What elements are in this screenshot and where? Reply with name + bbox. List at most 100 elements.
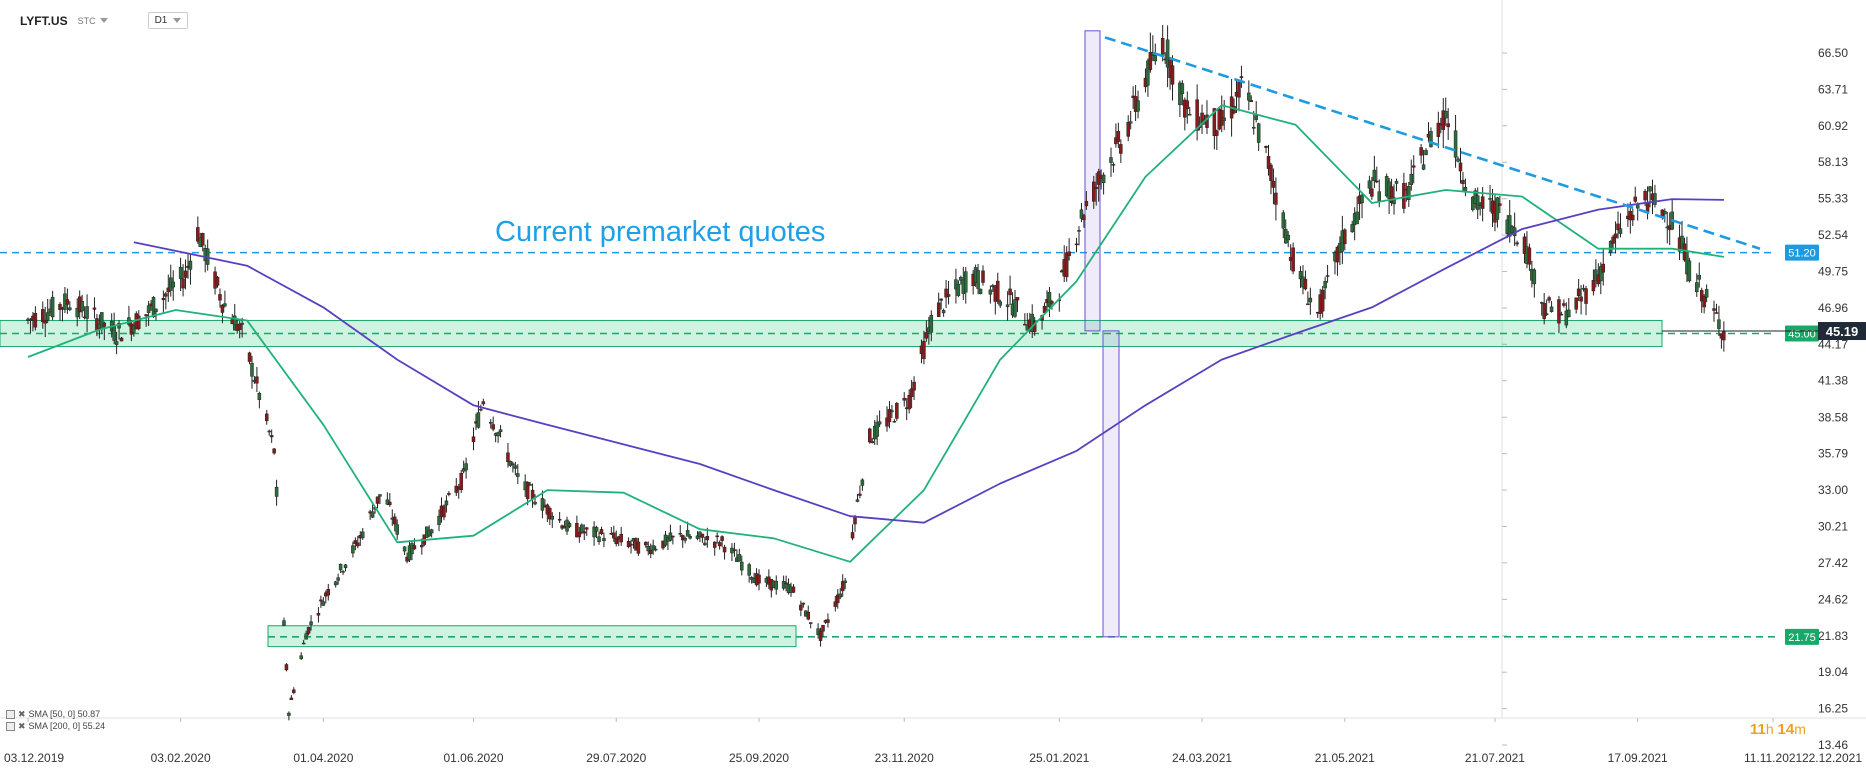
- instrument-type[interactable]: STC: [78, 16, 108, 26]
- candle: [1461, 171, 1465, 192]
- candle-body: [1653, 193, 1657, 205]
- close-icon[interactable]: ✖: [18, 721, 26, 731]
- candle-body: [1456, 158, 1460, 162]
- candle-body: [1498, 203, 1502, 206]
- candle-body: [548, 507, 552, 520]
- candle: [597, 531, 601, 545]
- candle-body: [58, 304, 62, 310]
- candle-body: [1360, 194, 1364, 204]
- candle: [464, 457, 468, 479]
- candle-body: [223, 303, 227, 307]
- candle: [164, 291, 168, 310]
- candle-body: [1549, 306, 1554, 313]
- candle: [890, 404, 894, 418]
- candle: [929, 310, 934, 342]
- candle-body: [833, 601, 838, 607]
- candle-body: [151, 297, 156, 318]
- countdown-hours: 11: [1750, 721, 1766, 738]
- candle-body: [636, 541, 641, 554]
- legend-sma50[interactable]: ✖ SMA [50, 0] 50.87: [6, 708, 105, 720]
- candle-body: [525, 481, 530, 500]
- x-tick-label: 21.07.2021: [1465, 751, 1525, 765]
- candle-body: [257, 392, 262, 400]
- candle-body: [653, 548, 658, 551]
- candle: [85, 294, 89, 333]
- candle-body: [1699, 290, 1704, 302]
- x-tick-label: 25.01.2021: [1029, 751, 1089, 765]
- candle: [1057, 293, 1062, 312]
- candle-body: [338, 563, 343, 571]
- candle: [1212, 107, 1217, 150]
- candle-body: [612, 532, 616, 539]
- candle: [533, 494, 537, 506]
- candle-body: [343, 564, 348, 569]
- candle-body: [1077, 230, 1081, 232]
- y-tick-label: 35.79: [1818, 447, 1848, 461]
- candle: [1488, 185, 1492, 212]
- candle: [1136, 90, 1140, 119]
- candle: [392, 513, 397, 532]
- candle-body: [1539, 302, 1544, 304]
- candle-body: [976, 270, 980, 289]
- candle-body: [321, 601, 326, 606]
- settings-icon[interactable]: [6, 709, 15, 719]
- x-tick-label: 25.09.2020: [729, 751, 789, 765]
- candle: [774, 575, 778, 595]
- symbol-label[interactable]: LYFT.US: [20, 13, 68, 28]
- candle-body: [1522, 236, 1527, 254]
- candle: [1165, 25, 1170, 88]
- candles: [26, 24, 1726, 721]
- candle: [1111, 162, 1116, 173]
- candle-body: [1239, 76, 1244, 79]
- candle: [80, 294, 84, 318]
- candle-body: [353, 540, 358, 544]
- candle: [402, 546, 407, 555]
- settings-icon[interactable]: [6, 721, 15, 731]
- candle-body: [685, 530, 690, 537]
- candle: [183, 259, 188, 290]
- candle-body: [646, 545, 651, 552]
- candle-body: [715, 535, 719, 538]
- candle: [619, 526, 623, 546]
- candle-body: [201, 233, 205, 246]
- candle: [1601, 249, 1606, 286]
- candle-body: [1421, 164, 1426, 170]
- candle: [1187, 106, 1192, 116]
- close-icon[interactable]: ✖: [18, 709, 26, 719]
- candle-body: [1355, 211, 1359, 225]
- candle: [1180, 80, 1185, 106]
- candle-body: [319, 599, 323, 602]
- candle: [205, 239, 210, 271]
- candle: [722, 544, 727, 560]
- candle: [516, 464, 520, 485]
- candle-body: [508, 460, 513, 466]
- candle: [292, 687, 296, 695]
- candle: [144, 314, 148, 327]
- candle: [1170, 55, 1175, 101]
- candle: [284, 663, 289, 672]
- candle-body: [1047, 292, 1052, 308]
- candle: [1695, 273, 1699, 297]
- candle: [1539, 301, 1544, 316]
- candle-body: [1643, 190, 1647, 201]
- candle-body: [427, 530, 431, 537]
- candle-body: [1599, 266, 1603, 282]
- candle: [201, 232, 205, 252]
- candle-body: [137, 315, 141, 329]
- candle-body: [181, 278, 185, 289]
- candle: [801, 602, 806, 608]
- candle: [1286, 231, 1290, 248]
- countdown-minutes-unit: m: [1794, 721, 1806, 737]
- timeframe-select[interactable]: D1: [147, 12, 189, 29]
- candle-body: [1424, 150, 1428, 156]
- candle: [575, 515, 579, 538]
- candle: [1635, 202, 1640, 221]
- candle: [1291, 242, 1295, 275]
- candle: [1079, 202, 1084, 223]
- candle: [444, 495, 449, 513]
- candle-body: [1576, 288, 1581, 297]
- legend-sma200[interactable]: ✖ SMA [200, 0] 55.24: [6, 720, 105, 732]
- candle-body: [1005, 304, 1010, 308]
- candle: [1360, 192, 1364, 219]
